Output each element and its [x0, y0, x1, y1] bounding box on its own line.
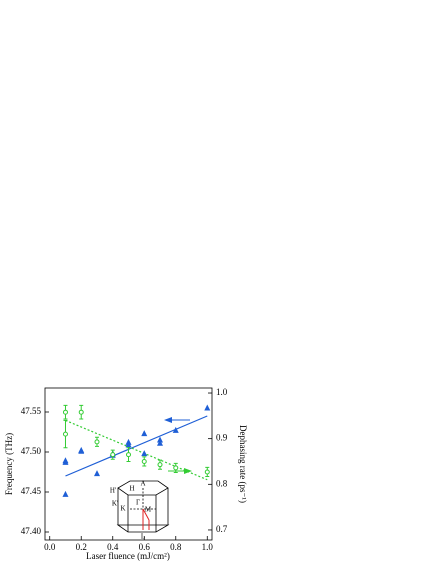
- data-point: [62, 490, 69, 497]
- data-point: [157, 436, 164, 443]
- data-point: [62, 431, 68, 437]
- data-point: [204, 469, 210, 475]
- data-point: [141, 458, 147, 464]
- y2-tick-label: 0.8: [216, 478, 228, 488]
- data-point: [126, 452, 131, 458]
- fit-line: [65, 415, 208, 477]
- data-point: [94, 439, 100, 445]
- y-tick-label: 47.55: [21, 406, 42, 416]
- inset-label: M: [145, 506, 152, 514]
- data-point: [62, 457, 69, 464]
- y-tick-label: 47.45: [21, 486, 42, 496]
- data-point: [141, 450, 148, 457]
- inset-label: K': [112, 500, 118, 508]
- y2-tick-label: 1.0: [216, 387, 228, 397]
- data-point: [157, 462, 163, 468]
- x-tick-label: 1.0: [202, 542, 214, 552]
- data-point: [157, 439, 164, 446]
- y2-tick-label: 0.7: [216, 524, 228, 534]
- y-tick-label: 47.40: [21, 526, 42, 536]
- y-axis-label: Frequency (THz): [4, 433, 14, 495]
- data-point: [125, 441, 132, 448]
- inset-label: L: [141, 533, 145, 541]
- plot-frame: [44, 387, 213, 541]
- data-point: [110, 452, 116, 458]
- data-point: [93, 470, 100, 477]
- y2-axis-label: Dephasing rate (ps⁻¹): [238, 425, 248, 503]
- x-tick-label: 0.0: [44, 542, 56, 552]
- inset-label: A: [140, 480, 145, 488]
- x-tick-label: 0.8: [170, 542, 182, 552]
- fit-line: [65, 419, 208, 481]
- data-point: [204, 404, 211, 411]
- x-tick-label: 0.2: [76, 542, 87, 552]
- data-point: [62, 409, 68, 415]
- data-point: [78, 447, 85, 454]
- x-tick-label: 0.6: [139, 542, 151, 552]
- data-point: [78, 409, 84, 415]
- arrows: [164, 417, 192, 474]
- y2-tick-label: 0.9: [216, 433, 228, 443]
- data-point: [172, 426, 179, 433]
- x-tick-label: 0.4: [107, 542, 119, 552]
- inset-label: Γ: [136, 499, 140, 507]
- inset-diagram: [116, 480, 170, 533]
- inset-label: H': [110, 487, 116, 495]
- inset-label: H: [129, 485, 134, 493]
- x-axis-label: Laser fluence (mJ/cm²): [86, 551, 170, 561]
- inset-label: K: [120, 505, 125, 513]
- data-point: [141, 430, 148, 437]
- data-point: [173, 465, 179, 471]
- y-tick-label: 47.50: [21, 446, 42, 456]
